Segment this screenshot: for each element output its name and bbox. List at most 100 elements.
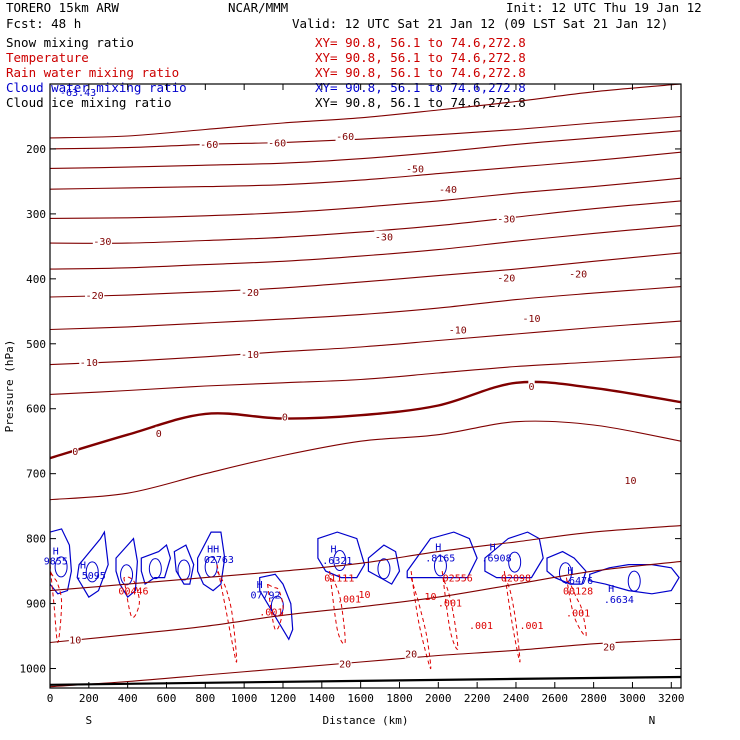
x-tick-label-0: 0 xyxy=(47,692,54,705)
isotherm-label-13: -10 xyxy=(241,350,259,361)
isotherm-0-11 xyxy=(50,380,681,460)
x-tick-label-1: 200 xyxy=(79,692,99,705)
y-tick-label-7: 900 xyxy=(26,598,46,611)
isotherm-label-bg-11 xyxy=(568,267,588,279)
x-tick-label-12: 2400 xyxy=(503,692,530,705)
legend-snow-xy: XY= 90.8, 56.1 to 74.6,272.8 xyxy=(315,35,526,50)
legend-rain-xy: XY= 90.8, 56.1 to 74.6,272.8 xyxy=(315,65,526,80)
isotherm--40-3 xyxy=(50,151,681,190)
isotherm-label-bg-16 xyxy=(72,444,79,456)
cloud-water-contour-9 xyxy=(406,531,478,579)
cloud-max-label-10: H xyxy=(435,542,441,553)
cloud-water-core-11 xyxy=(558,562,572,584)
x-tick-label-15: 3000 xyxy=(619,692,646,705)
cloud-max-label-7: 07792 xyxy=(250,590,280,601)
cloud-water-core-8 xyxy=(377,558,391,580)
cloud-water-contour-6 xyxy=(259,573,294,641)
isotherm-label-bg-13 xyxy=(240,348,260,360)
isotherm-label-7: -30 xyxy=(497,214,515,225)
isotherm--20-6 xyxy=(50,225,681,270)
isotherm-label-bg-19 xyxy=(528,380,535,391)
rain-label-6: .001 xyxy=(469,621,493,632)
cloud-water-core-1 xyxy=(85,561,99,583)
cloud-water-contour-12 xyxy=(589,564,680,595)
isotherm-label-0: -60 xyxy=(200,140,218,151)
isotherm-label-18: 0 xyxy=(282,413,288,424)
rain-water-contour-7 xyxy=(503,571,521,663)
isotherm--30-5 xyxy=(50,200,681,244)
cloud-water-core-4 xyxy=(177,559,191,581)
cloud-max-label-9: .6321 xyxy=(322,556,352,567)
x-tick-label-7: 1400 xyxy=(309,692,336,705)
isotherm-label-14: -10 xyxy=(449,325,467,336)
isotherm-label-bg-8 xyxy=(85,289,105,301)
rain-label-11: 10 xyxy=(359,590,371,601)
isotherm--30-4 xyxy=(50,177,681,219)
cloud-max-label-14: H xyxy=(567,566,573,577)
cloud-water-contour-2 xyxy=(115,537,139,599)
isotherm-label-6: -30 xyxy=(375,233,393,244)
cloud-water-core-3 xyxy=(148,558,162,580)
rain-label-5: .001 xyxy=(438,598,462,609)
isotherm-label-10: -20 xyxy=(497,274,515,285)
isotherm-label-bg-22 xyxy=(338,657,352,669)
y-tick-label-4: 600 xyxy=(26,403,46,416)
cloud-water-contour-7 xyxy=(317,531,366,579)
isotherm-label-bg-9 xyxy=(240,285,260,297)
forecast-label: Fcst: 48 h xyxy=(6,16,82,31)
y-axis-label: Pressure (hPa) xyxy=(3,340,16,433)
cloud-max-label-4: HH xyxy=(207,544,219,555)
rain-water-contour-5 xyxy=(410,571,432,670)
isotherm-label-20: 10 xyxy=(69,635,81,646)
x-axis-label: Distance (km) xyxy=(322,714,408,727)
isotherm-label-24: 20 xyxy=(603,642,615,653)
cloud-water-contour-4 xyxy=(173,544,195,585)
rain-label-7: 02098 xyxy=(501,574,531,585)
y-tick-label-8: 1000 xyxy=(20,663,47,676)
legend-rain-name: Rain water mixing ratio xyxy=(6,65,180,80)
isotherm-label-bg-21 xyxy=(624,474,637,486)
ground-surface-line xyxy=(49,675,682,686)
legend-temperature-name: Temperature xyxy=(6,50,89,65)
cloud-water-core-12 xyxy=(627,570,641,592)
y-tick-label-3: 500 xyxy=(26,338,46,351)
y-tick-label-6: 800 xyxy=(26,533,46,546)
isotherm-label-22: 20 xyxy=(339,659,351,670)
rain-label-8: .001 xyxy=(519,621,543,632)
cloud-max-label-12: H xyxy=(490,542,496,553)
isotherm--10-10 xyxy=(50,356,681,395)
isotherm-label-21: 10 xyxy=(624,476,636,487)
isotherm-label-bg-1 xyxy=(267,136,287,148)
y-tick-label-5: 700 xyxy=(26,468,46,481)
cloud-max-label-2: H xyxy=(80,561,86,572)
isotherm-label-bg-24 xyxy=(602,640,616,652)
rain-label-4: 02556 xyxy=(443,574,473,585)
isotherm--60-0 xyxy=(50,84,681,139)
cloud-max-label-1: 9855 xyxy=(44,557,68,568)
rain-water-contour-1 xyxy=(123,576,140,618)
y-tick-label-1: 300 xyxy=(26,208,46,221)
isotherm-label-bg-14 xyxy=(448,323,468,335)
minimum-label: -63.43 xyxy=(60,88,96,99)
rain-label-0: 00446 xyxy=(118,587,148,598)
cloud-water-contour-0 xyxy=(50,528,73,595)
isotherm-label-8: -20 xyxy=(86,291,104,302)
isotherm-label-4: -40 xyxy=(439,185,457,196)
cloud-max-label-5: 02763 xyxy=(204,555,234,566)
x-tick-label-8: 1600 xyxy=(347,692,374,705)
x-tick-label-9: 1800 xyxy=(386,692,413,705)
rain-water-contour-4 xyxy=(329,571,346,645)
isotherm-label-19: 0 xyxy=(528,382,534,393)
cloud-max-label-15: .6476 xyxy=(563,576,593,587)
isotherm-label-bg-17 xyxy=(155,426,162,438)
x-tick-label-4: 800 xyxy=(195,692,215,705)
isotherm-label-12: -10 xyxy=(80,358,98,369)
isotherm-20-15 xyxy=(50,638,681,688)
isotherm-label-bg-20 xyxy=(68,633,82,645)
cloud-water-core-9 xyxy=(433,555,447,577)
rain-label-2: 01111 xyxy=(324,574,354,585)
isotherm--50-2 xyxy=(50,130,681,169)
x-tick-label-14: 2800 xyxy=(580,692,607,705)
isotherm-label-17: 0 xyxy=(156,429,162,440)
